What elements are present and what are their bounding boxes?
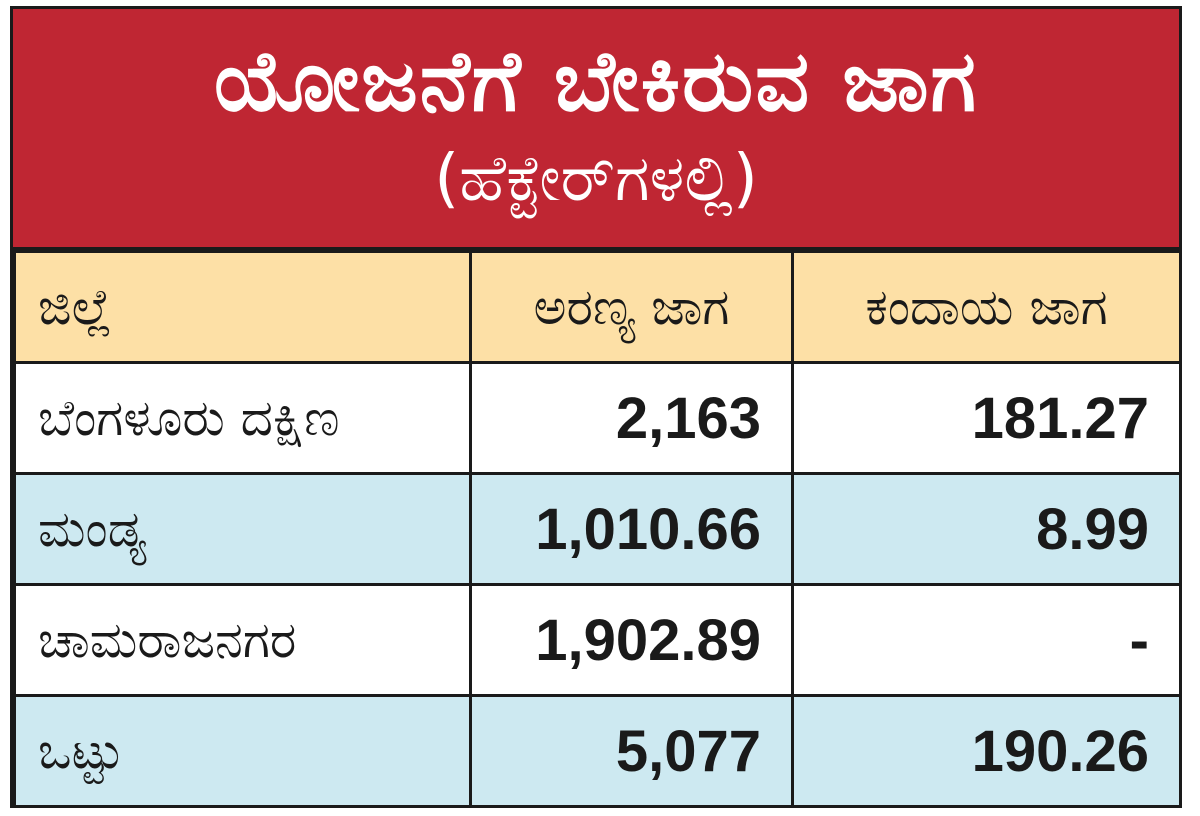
total-label-cell: ಒಟ್ಟು bbox=[13, 694, 472, 808]
page-title: ಯೋಜನೆಗೆ ಬೇಕಿರುವ ಜಾಗ bbox=[214, 32, 978, 130]
table-row: ಚಾಮರಾಜನಗರ 1,902.89 - bbox=[13, 583, 1182, 697]
revenue-land-total-cell: 190.26 bbox=[791, 694, 1182, 808]
table-row: ಮಂಡ್ಯ 1,010.66 8.99 bbox=[13, 472, 1182, 586]
title-banner: ಯೋಜನೆಗೆ ಬೇಕಿರುವ ಜಾಗ (ಹೆಕ್ಟೇರ್‌ಗಳಲ್ಲಿ) bbox=[13, 9, 1179, 247]
revenue-land-cell: 8.99 bbox=[791, 472, 1182, 586]
table-row: ಬೆಂಗಳೂರು ದಕ್ಷಿಣ 2,163 181.27 bbox=[13, 361, 1182, 475]
forest-land-total-cell: 5,077 bbox=[469, 694, 794, 808]
revenue-land-cell: - bbox=[791, 583, 1182, 697]
column-header-forest-land: ಅರಣ್ಯ ಜಾಗ bbox=[469, 250, 794, 364]
column-header-revenue-land: ಕಂದಾಯ ಜಾಗ bbox=[791, 250, 1182, 364]
table-row-total: ಒಟ್ಟು 5,077 190.26 bbox=[13, 694, 1182, 808]
revenue-land-cell: 181.27 bbox=[791, 361, 1182, 475]
forest-land-cell: 1,902.89 bbox=[469, 583, 794, 697]
district-cell: ಚಾಮರಾಜನಗರ bbox=[13, 583, 472, 697]
data-table: ಜಿಲ್ಲೆ ಅರಣ್ಯ ಜಾಗ ಕಂದಾಯ ಜಾಗ ಬೆಂಗಳೂರು ದಕ್ಷ… bbox=[13, 250, 1182, 808]
table-frame: ಯೋಜನೆಗೆ ಬೇಕಿರುವ ಜಾಗ (ಹೆಕ್ಟೇರ್‌ಗಳಲ್ಲಿ) ಜಿ… bbox=[10, 6, 1182, 808]
page-subtitle: (ಹೆಕ್ಟೇರ್‌ಗಳಲ್ಲಿ) bbox=[434, 142, 758, 216]
forest-land-cell: 2,163 bbox=[469, 361, 794, 475]
table-header-row: ಜಿಲ್ಲೆ ಅರಣ್ಯ ಜಾಗ ಕಂದಾಯ ಜಾಗ bbox=[13, 250, 1182, 364]
district-cell: ಬೆಂಗಳೂರು ದಕ್ಷಿಣ bbox=[13, 361, 472, 475]
forest-land-cell: 1,010.66 bbox=[469, 472, 794, 586]
column-header-district: ಜಿಲ್ಲೆ bbox=[13, 250, 472, 364]
district-cell: ಮಂಡ್ಯ bbox=[13, 472, 472, 586]
